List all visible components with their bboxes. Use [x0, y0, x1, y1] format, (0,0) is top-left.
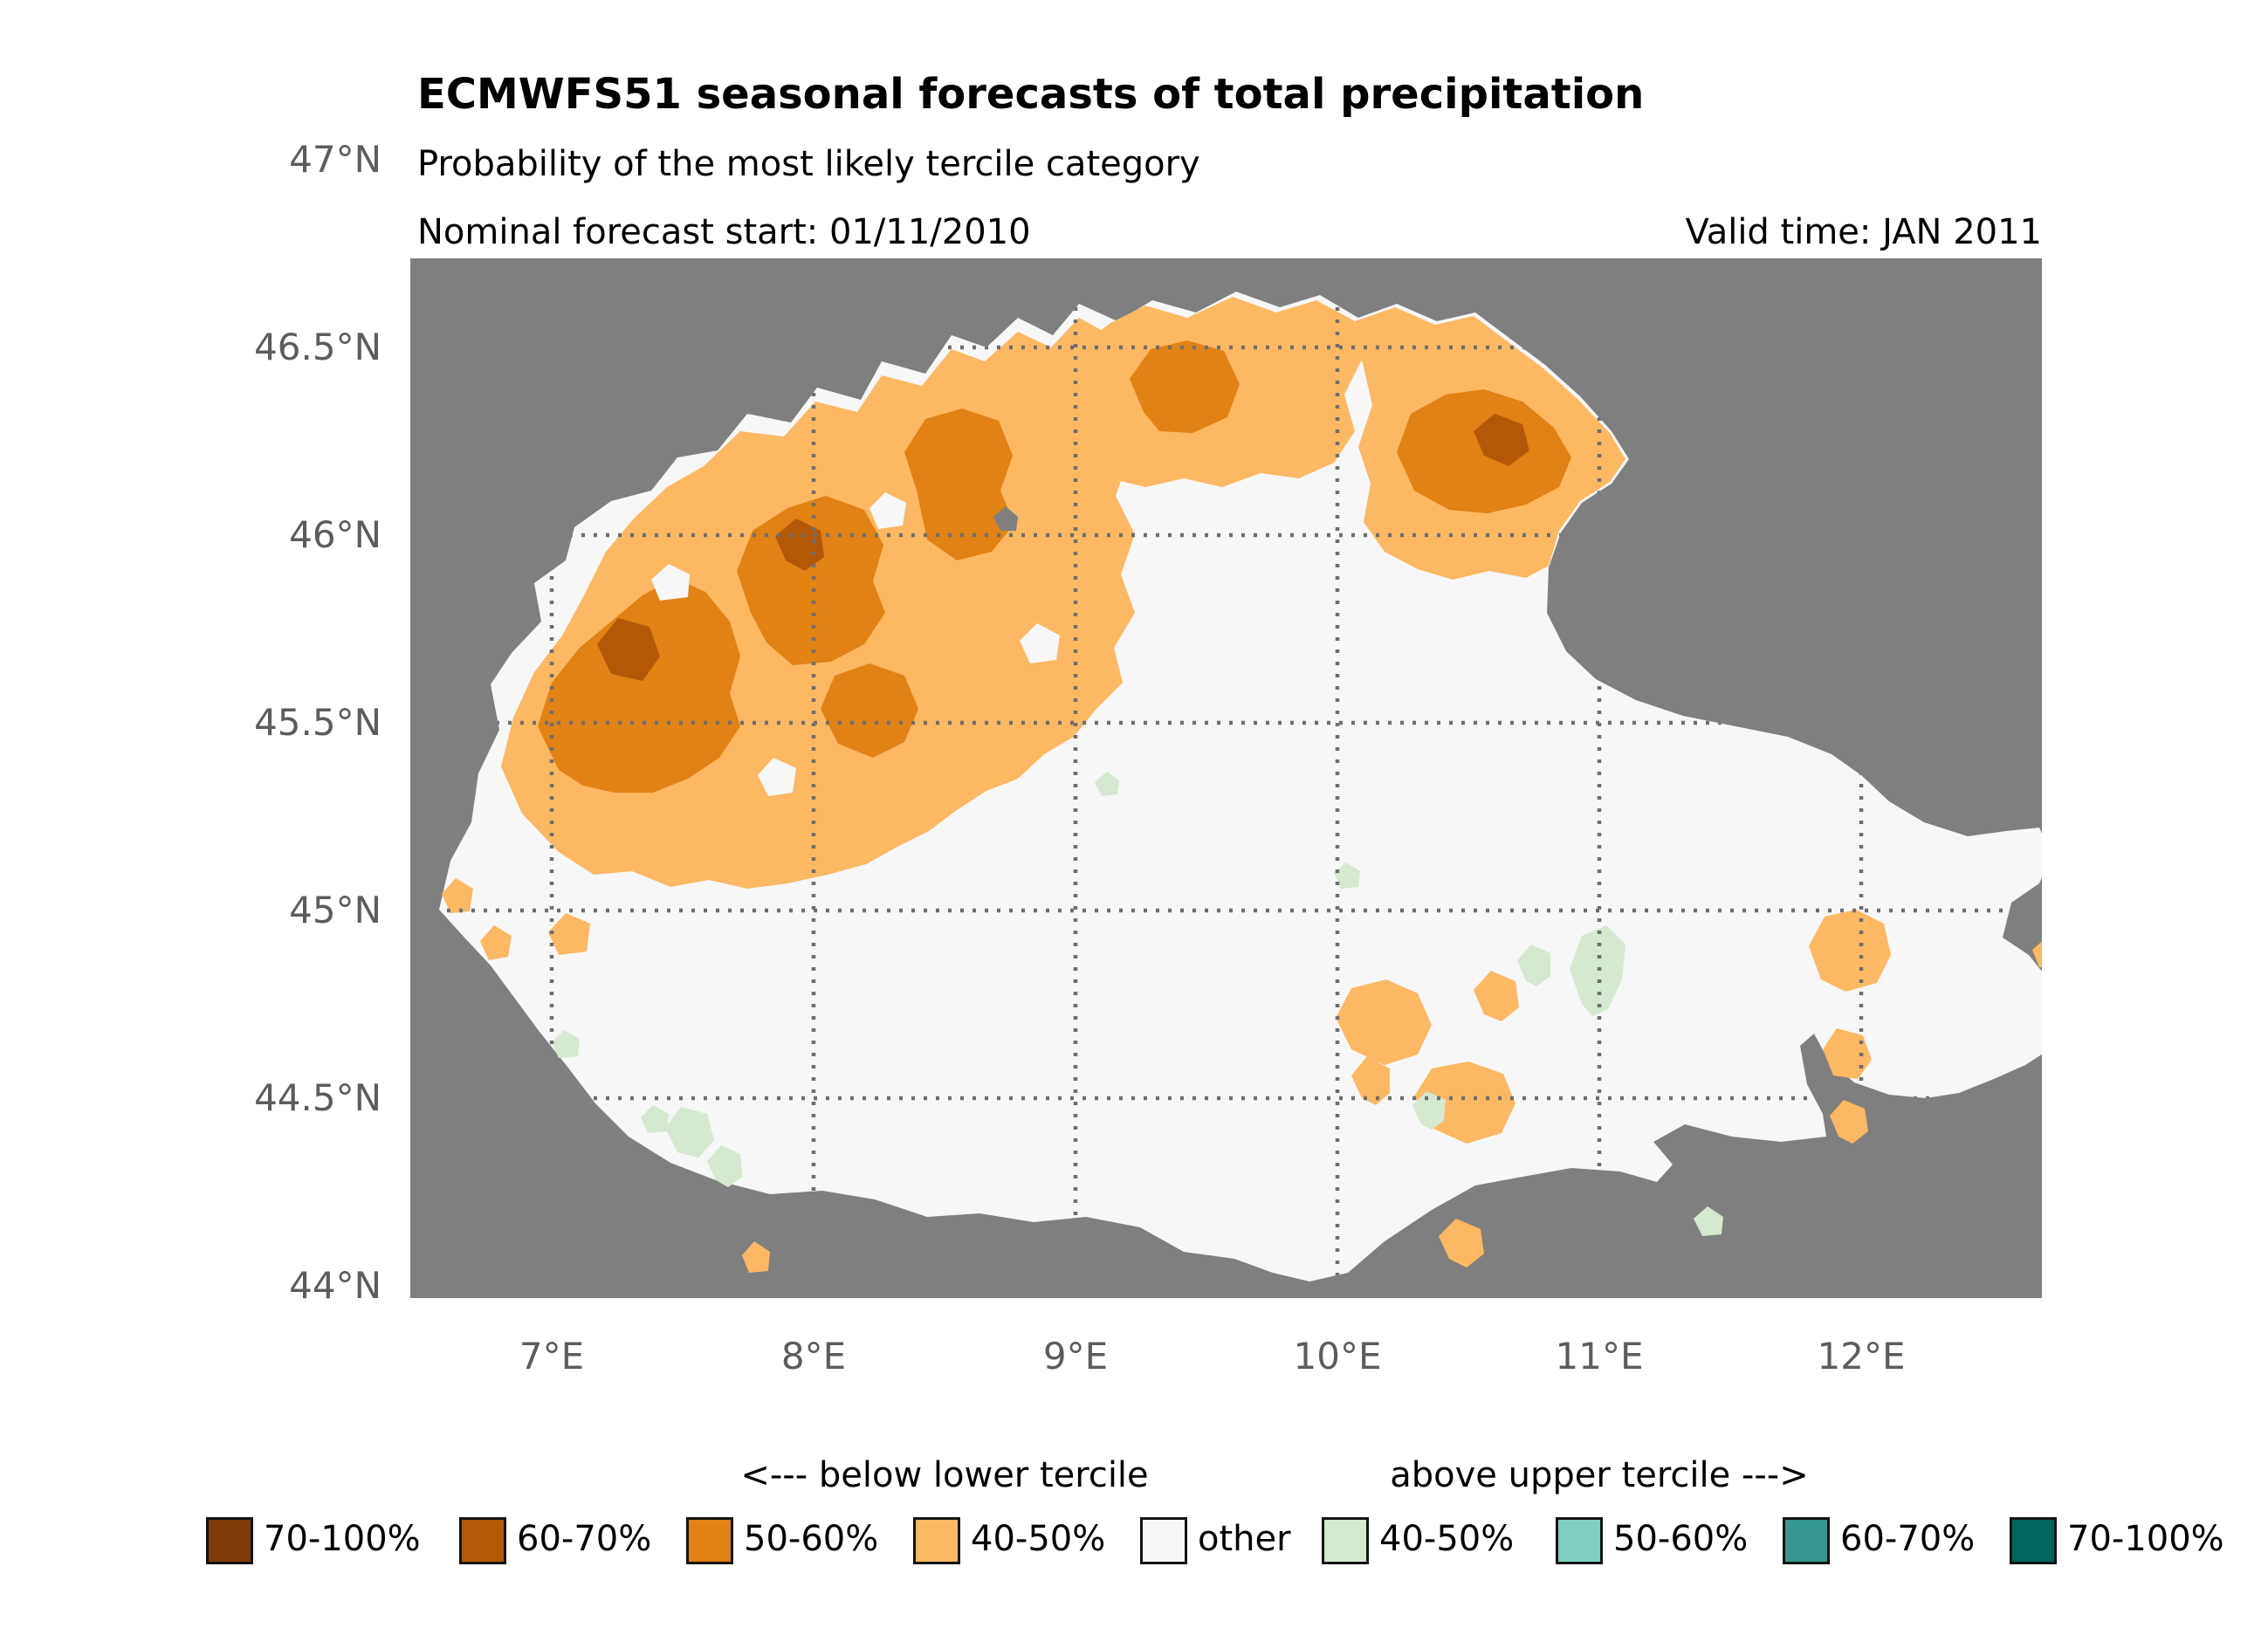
- below-40-50-central-3: [1351, 1056, 1390, 1105]
- lat-tick-label: 45°N: [289, 889, 381, 931]
- legend-swatch: [1322, 1517, 1369, 1564]
- below-40-50-south-speck: [742, 1241, 770, 1273]
- below-40-50-south-blob: [1439, 1219, 1484, 1268]
- below-60-70-nw-spot-1: [597, 618, 660, 681]
- forecast-map: [410, 258, 2058, 1298]
- below-40-50-east-1: [1809, 910, 1891, 992]
- below-50-60-nw-core-3: [904, 409, 1014, 560]
- lon-tick-label: 11°E: [1555, 1335, 1644, 1378]
- above-40-50-green-1: [665, 1107, 714, 1158]
- legend-label: 50-60%: [744, 1519, 879, 1559]
- legend-label: other: [1198, 1519, 1291, 1559]
- legend-label: 60-70%: [517, 1519, 652, 1559]
- legend-swatch: [1556, 1517, 1603, 1564]
- above-40-50-green-2: [707, 1145, 742, 1187]
- other-hole-2: [758, 758, 796, 796]
- map-svg: [410, 258, 2058, 1298]
- legend-label: 70-100%: [264, 1519, 421, 1559]
- below-50-60-band-core: [1130, 340, 1240, 433]
- below-40-50-sw-speck-1: [548, 913, 590, 955]
- legend-label: 70-100%: [2067, 1519, 2224, 1559]
- legend-label: 60-70%: [1840, 1519, 1976, 1559]
- below-40-50-east-3: [1830, 1100, 1868, 1144]
- lat-tick-label: 44°N: [289, 1264, 381, 1307]
- lat-tick-label: 47°N: [289, 138, 381, 181]
- legend-swatch: [2010, 1517, 2057, 1564]
- legend-label: 40-50%: [1379, 1519, 1515, 1559]
- below-40-50-west-tip-speck: [442, 878, 473, 913]
- lon-tick-label: 8°E: [780, 1335, 847, 1378]
- lat-tick-label: 44.5°N: [254, 1076, 381, 1119]
- above-40-50-green-6: [1517, 945, 1550, 986]
- below-40-50-sw-speck-2: [480, 925, 512, 960]
- below-40-50-central-4: [1474, 971, 1519, 1021]
- legend-header-above-tercile: above upper tercile --->: [1390, 1455, 1809, 1495]
- legend-swatch: [1140, 1517, 1187, 1564]
- above-40-50-green-9: [1095, 772, 1119, 796]
- figure-title: ECMWFS51 seasonal forecasts of total pre…: [417, 70, 1645, 119]
- below-60-70-ne-spot: [1474, 414, 1529, 466]
- lon-tick-label: 10°E: [1293, 1335, 1382, 1378]
- other-hole-1: [651, 564, 690, 601]
- other-hole-4: [1020, 623, 1060, 663]
- legend-swatch: [459, 1517, 506, 1564]
- lon-tick-label: 7°E: [519, 1335, 585, 1378]
- above-40-50-green-8: [1334, 862, 1360, 889]
- below-60-70-nw-spot-2: [775, 519, 824, 571]
- legend-swatch: [206, 1517, 253, 1564]
- above-40-50-green-10: [1694, 1206, 1723, 1236]
- forecast-start-label: Nominal forecast start: 01/11/2010: [417, 212, 1031, 252]
- lon-tick-label: 9°E: [1042, 1335, 1109, 1378]
- lon-tick-label: 12°E: [1817, 1335, 1906, 1378]
- lake-gray-dot: [993, 506, 1018, 531]
- below-50-60-nw-core-2: [737, 496, 885, 665]
- valid-time-label: Valid time: JAN 2011: [1685, 212, 2042, 252]
- figure-subtitle: Probability of the most likely tercile c…: [417, 144, 1200, 184]
- below-50-60-nw-core-4: [821, 663, 918, 758]
- below-50-60-nw-core-1: [538, 578, 740, 793]
- lat-tick-label: 45.5°N: [254, 701, 381, 744]
- legend-label: 40-50%: [971, 1519, 1106, 1559]
- above-40-50-green-4: [552, 1030, 580, 1058]
- below-40-50-central-1: [1336, 979, 1432, 1065]
- legend-header-below-tercile: <--- below lower tercile: [740, 1455, 1149, 1495]
- legend-swatch: [686, 1517, 733, 1564]
- above-40-50-green-3: [641, 1105, 669, 1133]
- above-40-50-green-7: [1412, 1091, 1446, 1130]
- legend-swatch: [913, 1517, 960, 1564]
- lat-tick-label: 46.5°N: [254, 326, 381, 368]
- lat-tick-label: 46°N: [289, 513, 381, 556]
- other-hole-3: [869, 492, 906, 529]
- legend-swatch: [1783, 1517, 1830, 1564]
- legend-label: 50-60%: [1613, 1519, 1749, 1559]
